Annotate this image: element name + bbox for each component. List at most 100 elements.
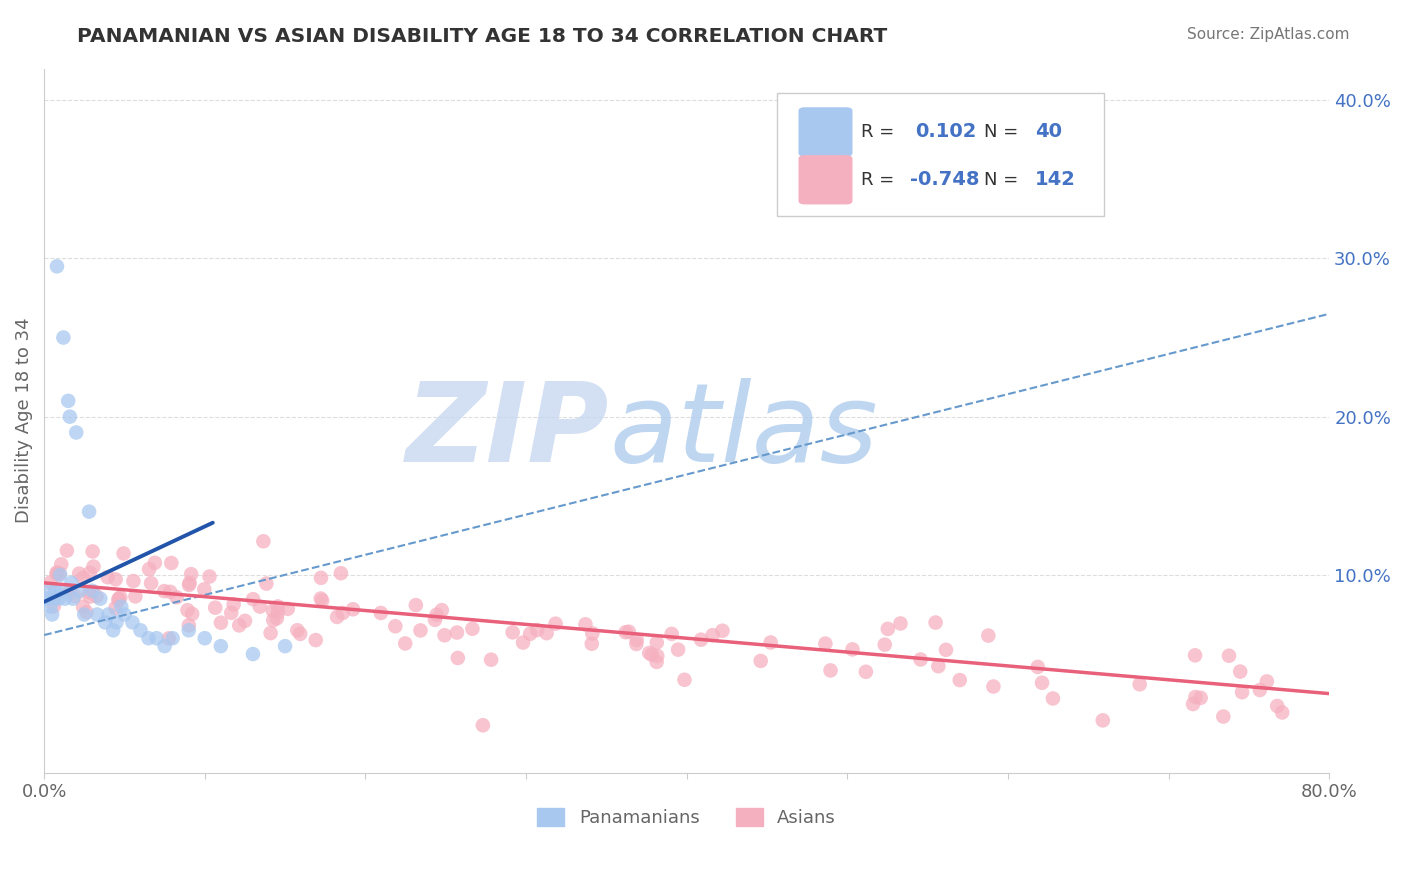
Point: [209, 615, 232, 630]
Point: [153, 639, 176, 653]
Point: [259, 626, 281, 640]
Point: [89, 591, 111, 606]
Point: [77, 585, 100, 599]
Point: [51, 583, 73, 598]
Point: [1212, 709, 1234, 723]
Point: [661, 627, 683, 641]
Point: [262, 604, 284, 618]
Point: [242, 592, 264, 607]
Point: [56, 543, 79, 558]
Point: [105, 615, 128, 630]
Point: [48, 566, 70, 581]
Point: [228, 618, 250, 632]
Point: [512, 635, 534, 649]
Point: [121, 615, 143, 630]
Point: [37, 591, 59, 606]
Point: [370, 606, 392, 620]
Point: [759, 635, 782, 649]
Text: atlas: atlas: [610, 377, 879, 484]
Point: [52, 330, 75, 344]
Point: [977, 629, 1000, 643]
Point: [1042, 691, 1064, 706]
Point: [332, 606, 354, 620]
Point: [342, 602, 364, 616]
Point: [626, 637, 648, 651]
Point: [76, 605, 98, 619]
Point: [536, 626, 558, 640]
Point: [67, 566, 90, 581]
Point: [876, 622, 898, 636]
Point: [176, 603, 198, 617]
Point: [86, 607, 108, 622]
Point: [502, 625, 524, 640]
Point: [112, 546, 135, 560]
Point: [290, 627, 312, 641]
Point: [44, 583, 66, 598]
Point: [166, 591, 188, 605]
Point: [446, 625, 468, 640]
Point: [222, 598, 245, 612]
Point: [177, 578, 200, 592]
Point: [46, 260, 69, 274]
FancyBboxPatch shape: [776, 93, 1104, 217]
Point: [254, 576, 277, 591]
Point: [159, 585, 181, 599]
Point: [1184, 690, 1206, 704]
Point: [157, 632, 180, 646]
Point: [73, 607, 96, 622]
Point: [1184, 648, 1206, 663]
Point: [58, 585, 80, 599]
Point: [983, 680, 1005, 694]
Point: [72, 571, 94, 585]
Text: R =: R =: [862, 123, 894, 141]
Point: [45, 566, 67, 581]
FancyBboxPatch shape: [799, 155, 852, 204]
Point: [60, 575, 83, 590]
Point: [83, 559, 105, 574]
Point: [841, 642, 863, 657]
Point: [110, 599, 132, 614]
Text: Source: ZipAtlas.com: Source: ZipAtlas.com: [1187, 27, 1350, 42]
Point: [72, 599, 94, 614]
Point: [53, 591, 76, 606]
Point: [110, 591, 132, 605]
Point: [267, 606, 290, 620]
Point: [41, 607, 63, 622]
Point: [645, 635, 668, 649]
Point: [1031, 675, 1053, 690]
Point: [252, 534, 274, 549]
Point: [1091, 714, 1114, 728]
Point: [461, 622, 484, 636]
Point: [39, 599, 62, 614]
Point: [924, 615, 946, 630]
Point: [94, 615, 117, 630]
Point: [194, 632, 217, 646]
Point: [262, 613, 284, 627]
Point: [177, 618, 200, 632]
Point: [384, 619, 406, 633]
Point: [39, 575, 62, 590]
Point: [305, 633, 328, 648]
Point: [62, 591, 84, 606]
Point: [242, 647, 264, 661]
Point: [143, 556, 166, 570]
Point: [274, 639, 297, 653]
Point: [626, 632, 648, 647]
Point: [45, 566, 67, 580]
Point: [233, 614, 256, 628]
Point: [204, 600, 226, 615]
Point: [309, 571, 332, 585]
Point: [1182, 697, 1205, 711]
Point: [104, 601, 127, 615]
Point: [910, 652, 932, 666]
Point: [526, 623, 548, 637]
Point: [409, 624, 432, 638]
Y-axis label: Disability Age 18 to 34: Disability Age 18 to 34: [15, 318, 32, 524]
Point: [711, 624, 734, 638]
Point: [79, 566, 101, 580]
Point: [1026, 660, 1049, 674]
Point: [103, 624, 125, 638]
Point: [160, 556, 183, 570]
Point: [58, 393, 80, 408]
Point: [927, 659, 949, 673]
